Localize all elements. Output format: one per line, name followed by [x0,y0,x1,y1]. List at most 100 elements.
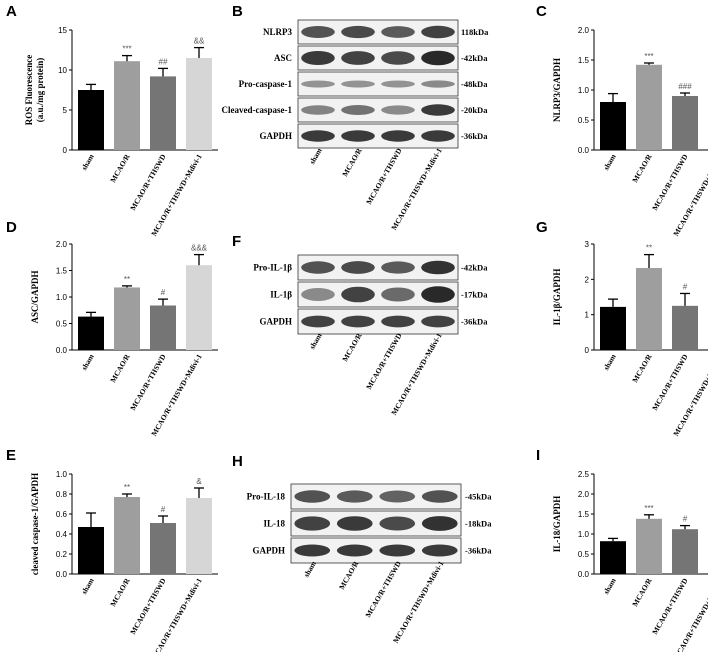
protein-band [381,80,415,88]
category-label: sham [79,352,96,372]
blot-row: Pro-caspase-1 -48kDa [239,71,488,97]
blot-row: IL-1β -17kDa [270,281,488,308]
significance-mark: & [196,477,202,486]
panel-letter: C [536,3,547,20]
y-tick-label: 1.5 [56,267,68,276]
y-axis-label: IL-18/GAPDH [552,496,562,553]
category-label: sham [79,576,96,596]
y-tick-label: 0.2 [56,550,68,559]
chart-panel-E: E 0.0 0.2 0.4 0.6 0.8 1.0 cleaved caspase-1/GAP… [6,447,218,652]
protein-band [301,130,335,142]
protein-band [294,516,331,531]
protein-band [381,315,415,328]
y-tick-label: 3 [585,240,590,249]
y-tick-label: 0.0 [56,570,68,579]
y-tick-label: 0 [63,146,68,155]
y-tick-label: 2.0 [578,490,590,499]
protein-band [421,544,458,557]
bar-2 [636,64,662,150]
protein-label: GAPDH [260,317,293,327]
bar-4 [186,498,212,574]
protein-label: Pro-caspase-1 [239,79,293,89]
y-tick-label: 0.0 [56,346,68,355]
bar-2 [114,287,140,350]
protein-band [379,490,416,503]
significance-mark: # [683,515,688,524]
category-label: sham [601,576,618,596]
bar-1 [600,102,626,150]
significance-mark: ** [124,483,130,492]
protein-band [421,286,455,303]
bar-3 [150,305,176,350]
protein-band [294,490,331,503]
y-tick-label: 0.5 [578,550,590,559]
bar-2 [114,497,140,574]
protein-band [379,544,416,557]
category-label: sham [601,152,618,172]
bar-2 [636,518,662,574]
protein-band [301,315,335,328]
category-label: sham [79,152,96,172]
blot-row: Cleaved-caspase-1 -20kDa [222,97,488,123]
y-tick-label: 2.0 [56,240,68,249]
lane-label: sham [307,146,324,166]
protein-band [341,25,375,39]
protein-label: Pro-IL-1β [253,263,292,273]
y-tick-label: 0 [585,346,590,355]
y-tick-label: 5 [63,106,68,115]
protein-band [421,516,458,531]
protein-band [341,105,375,115]
bar-1 [600,306,626,350]
protein-band [336,490,373,503]
category-label: MCAO/R [108,352,132,384]
y-axis-label: ROS Fluorescence [24,55,34,126]
category-label: MCAO/R+THSWD [650,152,690,212]
category-label: MCAO/R [630,352,654,384]
protein-band [336,544,373,557]
bar-4 [186,58,212,150]
protein-band [381,26,415,38]
blot-row: GAPDH -36kDa [260,123,488,149]
category-label: MCAO/R [108,576,132,608]
protein-band [341,261,375,274]
bar-3 [150,76,176,150]
protein-band [421,25,455,39]
protein-label: IL-18 [263,519,285,529]
protein-band [421,260,455,275]
y-tick-label: 15 [58,26,67,35]
kda-label: -20kDa [461,105,488,115]
bar-3 [150,523,176,574]
y-tick-label: 1.0 [56,470,68,479]
significance-mark: && [194,37,205,46]
category-label: MCAO/R+THSWD [650,352,690,412]
lane-label: MCAO/R [340,146,364,178]
category-label: MCAO/R [630,576,654,608]
protein-band [421,50,455,66]
protein-band [294,544,331,557]
y-tick-label: 2.5 [578,470,590,479]
panel-letter: H [232,453,243,470]
bar-1 [78,316,104,350]
kda-label: -42kDa [461,53,488,63]
kda-label: -17kDa [461,290,488,300]
protein-band [381,130,415,142]
blot-row: NLRP3 118kDa [263,19,489,45]
kda-label: -36kDa [461,317,488,327]
protein-band [301,26,335,38]
bar-1 [600,541,626,574]
kda-label: -36kDa [465,546,492,556]
y-axis-label: ASC/GAPDH [30,270,40,323]
panel-letter: F [232,233,241,250]
significance-mark: ### [678,82,692,91]
protein-band [341,51,375,65]
blot-row: GAPDH -36kDa [253,537,492,564]
significance-mark: ## [159,57,168,66]
y-tick-label: 1.0 [56,293,68,302]
protein-band [381,51,415,65]
y-tick-label: 0.6 [56,510,68,519]
protein-label: Pro-IL-18 [247,492,286,502]
protein-band [341,130,375,142]
panel-letter: G [536,219,548,236]
y-tick-label: 1.5 [578,56,590,65]
